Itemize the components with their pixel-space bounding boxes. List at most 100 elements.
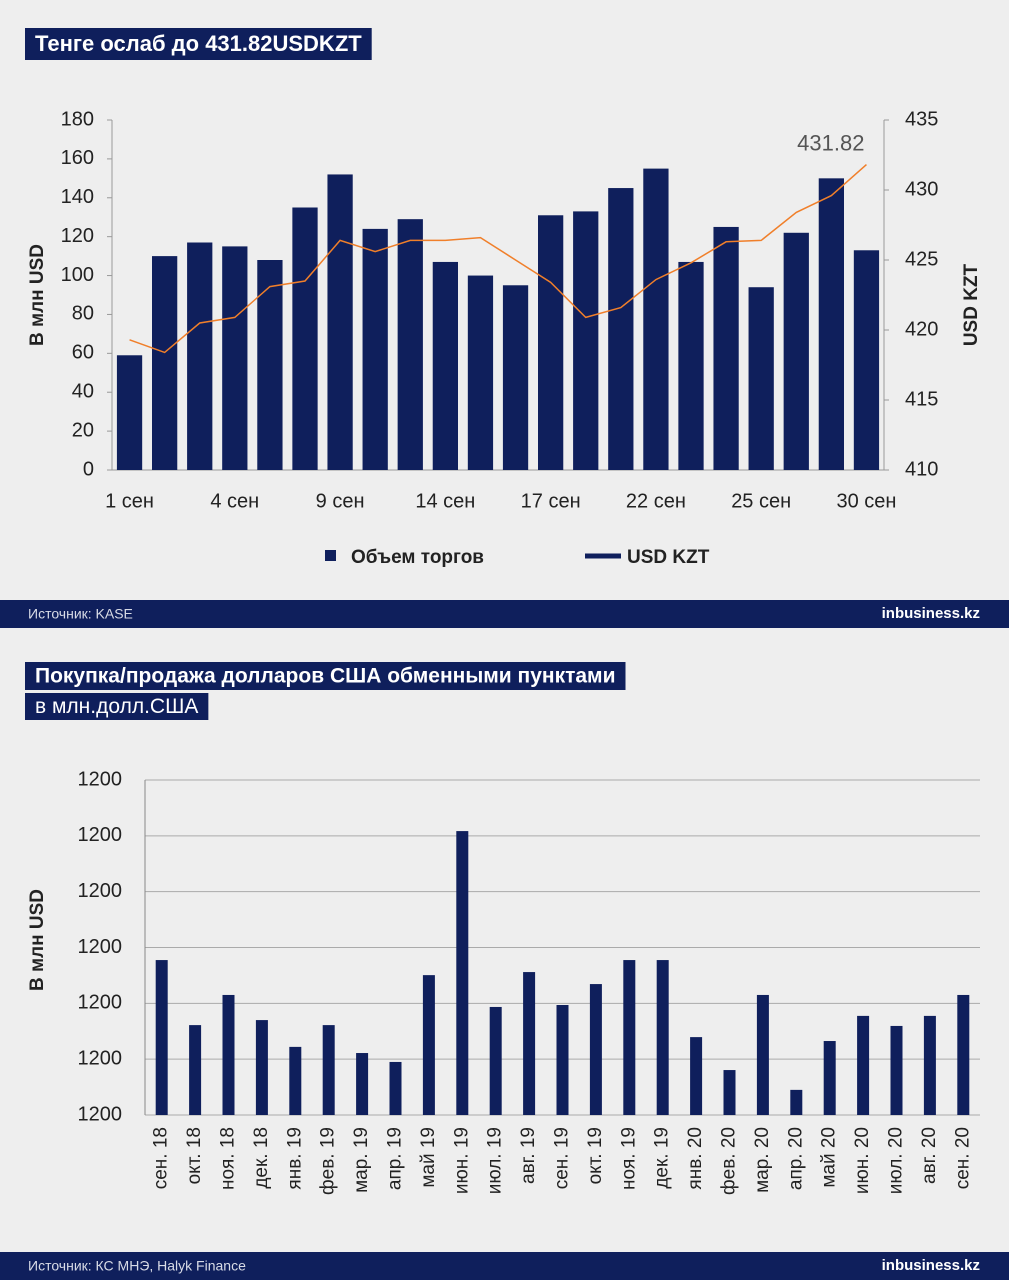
x-tick-label: авг. 20 — [919, 1127, 940, 1184]
x-tick-label: 1 сен — [105, 490, 154, 512]
bar — [116, 355, 143, 470]
x-tick-label: 17 сен — [521, 490, 581, 512]
y-tick-label: 100 — [61, 264, 94, 286]
bar — [748, 287, 774, 470]
line — [129, 163, 867, 354]
x-tick-label: май 20 — [819, 1127, 840, 1188]
header-text: Тенге ослаб до 431.82USDKZT — [35, 31, 362, 56]
bar — [187, 242, 213, 470]
bar — [189, 1025, 202, 1115]
y-axis-label: В млн USD — [27, 244, 48, 346]
header-box — [25, 693, 209, 720]
x-tick-label: ноя. 18 — [218, 1127, 239, 1190]
bar — [656, 960, 669, 1115]
y-tick-label: 140 — [61, 186, 94, 208]
y2-tick-label: 425 — [905, 248, 938, 270]
bar — [322, 1025, 335, 1115]
bar — [713, 226, 739, 470]
y2-tick-label: 415 — [905, 388, 938, 410]
bar — [456, 831, 469, 1115]
x-tick-label: июн. 19 — [451, 1127, 472, 1194]
bar — [292, 207, 318, 470]
x-tick-label: янв. 20 — [685, 1127, 706, 1190]
y-tick-label: 120 — [61, 225, 94, 247]
y-tick-label: 180 — [61, 108, 94, 130]
bar — [589, 984, 602, 1115]
y-tick-label: 1200 — [78, 936, 123, 958]
bar — [432, 261, 458, 470]
bar — [818, 178, 844, 471]
y2-tick-label: 435 — [905, 108, 938, 130]
x-tick-label: окт. 18 — [184, 1127, 205, 1184]
bar — [389, 1061, 402, 1115]
x-tick-label: окт. 19 — [585, 1127, 606, 1184]
y2-tick-label: 420 — [905, 318, 938, 340]
y-tick-label: 1200 — [78, 824, 123, 846]
bar — [890, 1025, 903, 1115]
header-box — [25, 28, 372, 60]
x-tick-label: апр. 19 — [385, 1127, 406, 1190]
y2-axis-label: USD KZT — [961, 263, 982, 346]
x-tick-label: июн. 20 — [852, 1127, 873, 1194]
header-text: в млн.долл.США — [35, 695, 198, 718]
y-tick-label: 1200 — [78, 992, 123, 1014]
bar — [608, 188, 634, 471]
x-tick-label: 22 сен — [626, 490, 686, 512]
bar — [422, 975, 435, 1115]
x-tick-label: сен. 19 — [552, 1127, 573, 1189]
bar — [155, 960, 168, 1115]
brand: inbusiness.kz — [882, 605, 980, 622]
bar — [643, 168, 669, 470]
bar — [152, 256, 178, 470]
x-tick-label: 9 сен — [316, 490, 365, 512]
bar — [723, 1070, 736, 1115]
x-tick-label: дек. 19 — [652, 1127, 673, 1189]
bar — [690, 1037, 703, 1115]
bar — [289, 1046, 302, 1115]
bar — [489, 1006, 502, 1115]
x-tick-label: апр. 20 — [785, 1127, 806, 1190]
bar — [467, 275, 494, 470]
x-tick-label: дек. 18 — [251, 1127, 272, 1189]
source: Источник: KASE — [28, 606, 133, 622]
bar — [623, 960, 636, 1115]
x-tick-label: май 19 — [418, 1127, 439, 1188]
source: Источник: КС МНЭ, Halyk Finance — [28, 1258, 246, 1274]
bar — [923, 1015, 936, 1115]
y-tick-label: 0 — [83, 458, 94, 480]
y-axis-label: В млн USD — [27, 889, 48, 991]
y-tick-label: 1200 — [78, 880, 123, 902]
bar — [356, 1053, 369, 1115]
x-tick-label: сен. 20 — [952, 1127, 973, 1189]
footer-bar — [0, 600, 1009, 628]
bar — [362, 228, 388, 470]
header-box — [25, 662, 626, 690]
x-tick-label: 4 сен — [210, 490, 259, 512]
y-tick-label: 1200 — [78, 1047, 123, 1069]
x-tick-label: янв. 19 — [284, 1127, 305, 1190]
legend-swatch — [325, 550, 336, 561]
x-tick-label: мар. 20 — [752, 1127, 773, 1193]
bar — [327, 174, 353, 470]
y-tick-label: 60 — [72, 342, 94, 364]
y2-tick-label: 430 — [905, 178, 938, 200]
footer-bar — [0, 1252, 1009, 1280]
bar — [556, 1005, 569, 1115]
y-tick-label: 1200 — [78, 1103, 123, 1125]
bar — [790, 1089, 803, 1115]
y-tick-label: 40 — [72, 381, 94, 403]
x-tick-label: авг. 19 — [518, 1127, 539, 1184]
y-tick-label: 20 — [72, 419, 94, 441]
y-tick-label: 160 — [61, 147, 94, 169]
x-tick-label: фев. 19 — [318, 1127, 339, 1195]
x-tick-label: фев. 20 — [719, 1127, 740, 1195]
bar — [255, 1020, 268, 1115]
bar — [523, 972, 536, 1115]
bar — [397, 219, 423, 470]
brand: inbusiness.kz — [882, 1257, 980, 1274]
bar — [678, 261, 704, 470]
header-text: Покупка/продажа долларов США обменными п… — [35, 665, 616, 688]
x-tick-label: мар. 19 — [351, 1127, 372, 1193]
